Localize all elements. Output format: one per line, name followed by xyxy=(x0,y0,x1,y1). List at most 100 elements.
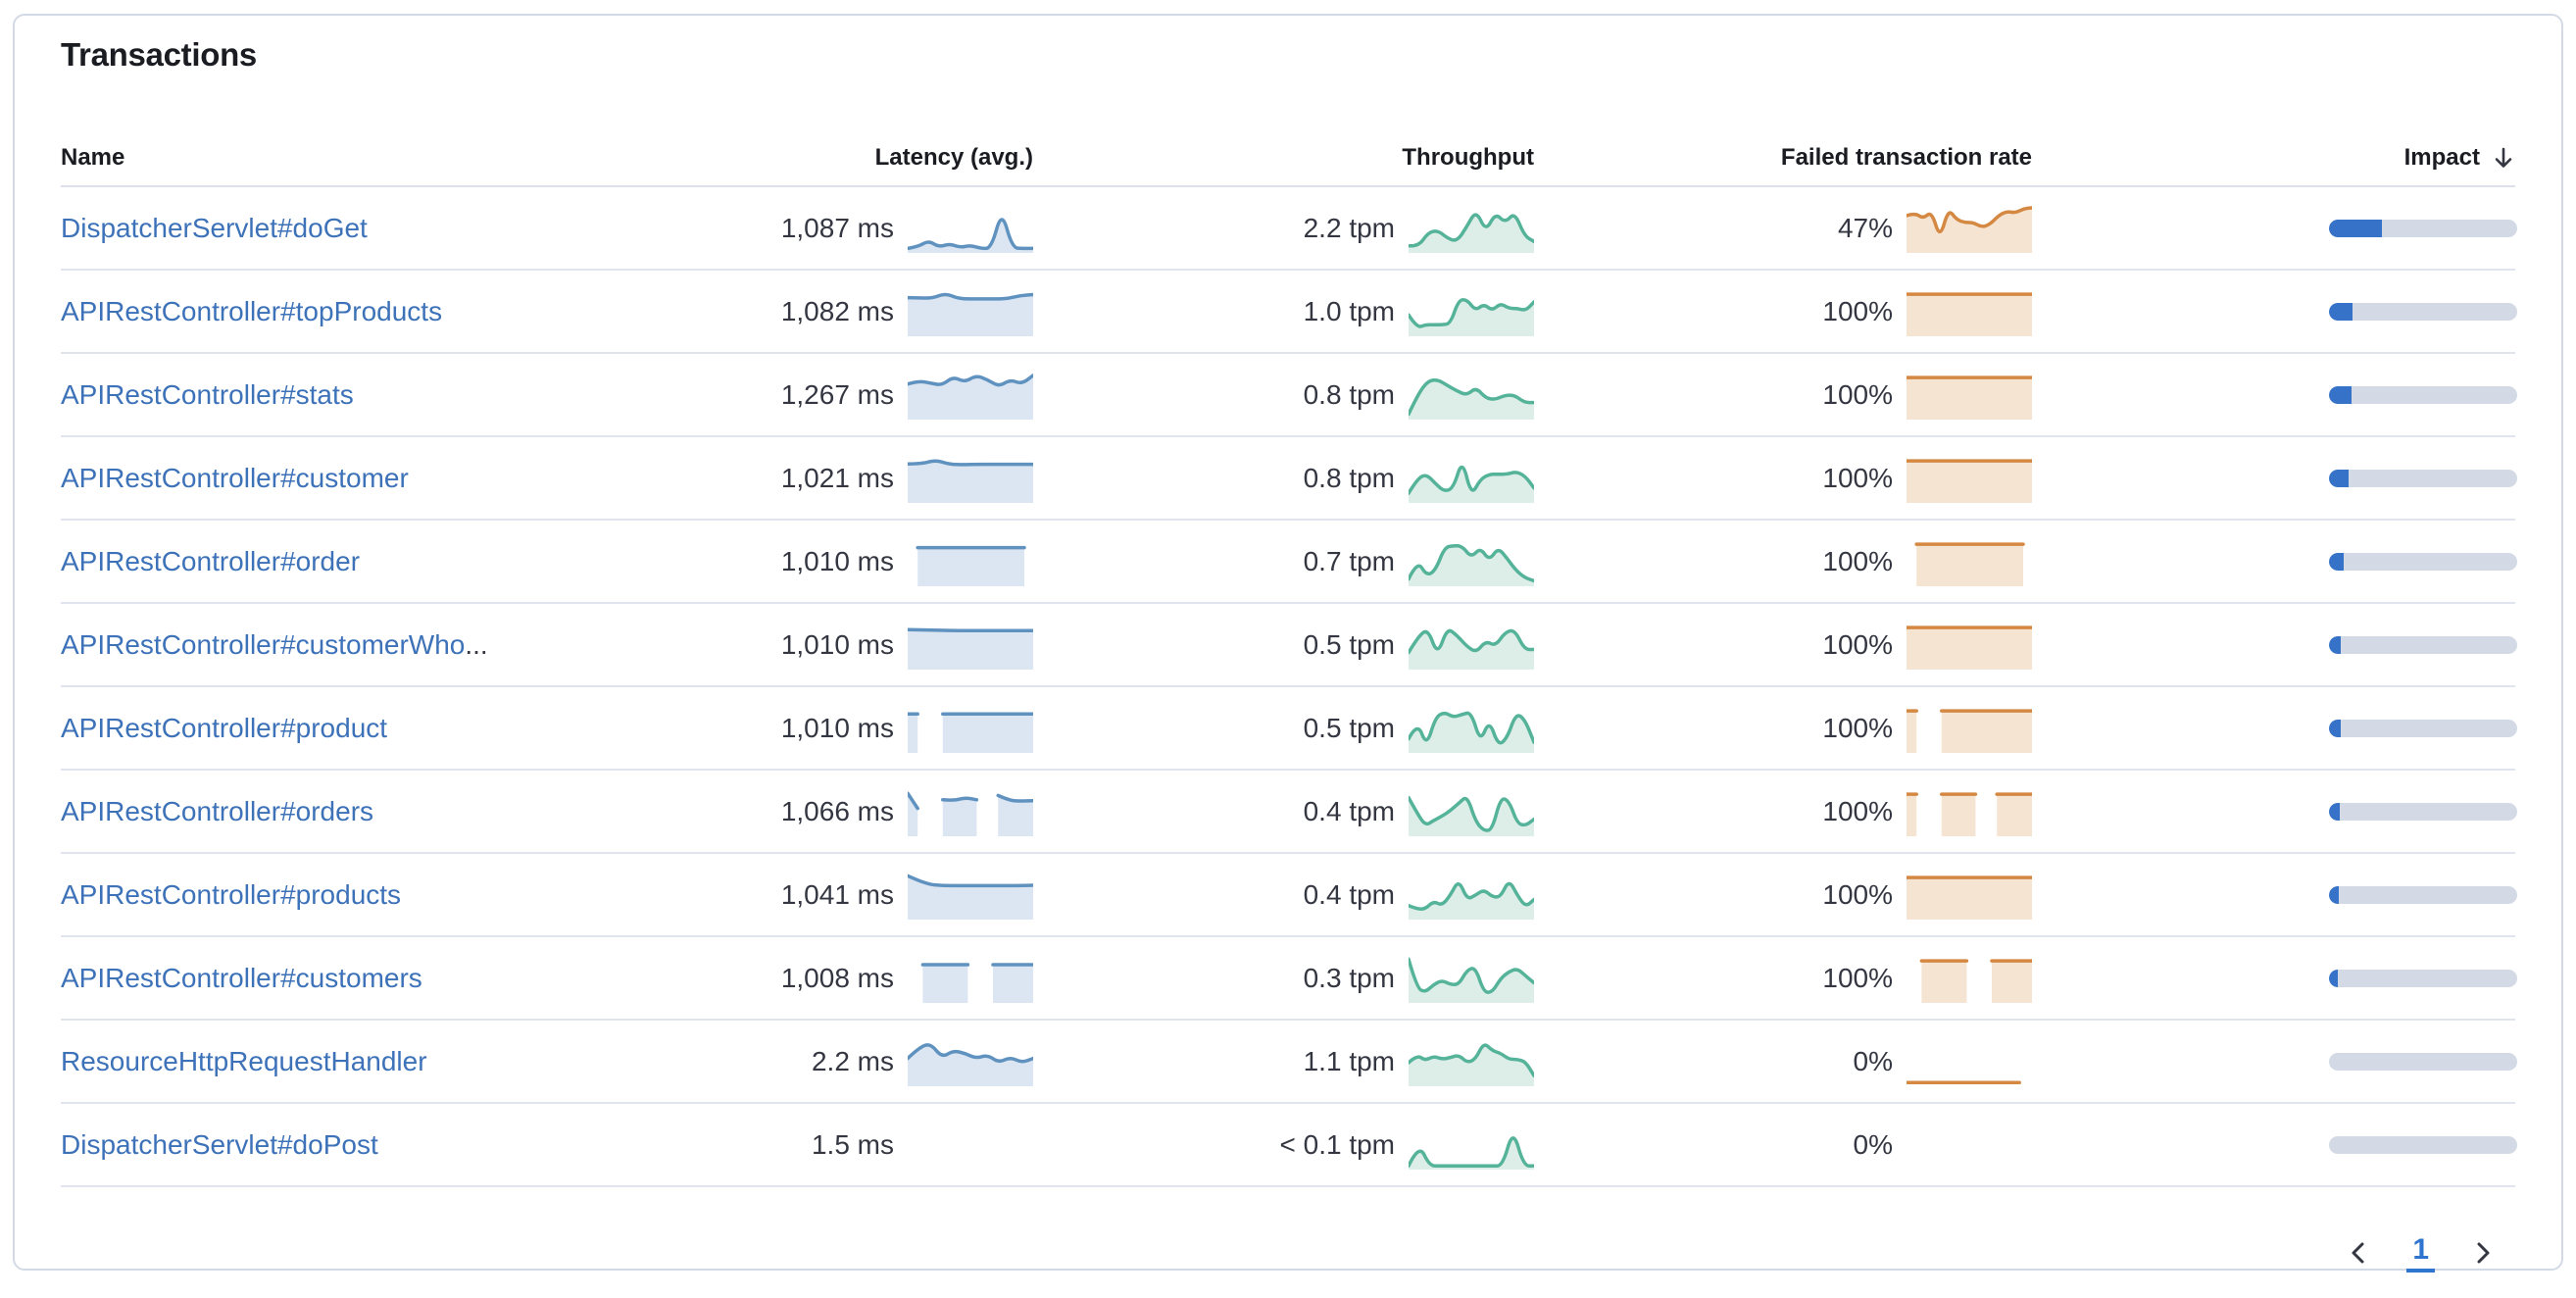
throughput-cell: 1.1 tpm xyxy=(1033,1036,1534,1087)
transaction-name-link[interactable]: ResourceHttpRequestHandler xyxy=(61,1045,427,1076)
failed-rate-cell: 47% xyxy=(1534,203,2032,254)
table-row: APIRestController#customer 1,021 ms 0.8 … xyxy=(61,437,2517,521)
latency-sparkline xyxy=(908,790,1033,836)
throughput-sparkline xyxy=(1409,543,1534,586)
impact-bar-track xyxy=(2329,302,2517,321)
throughput-value: 2.2 tpm xyxy=(1303,212,1395,243)
latency-value: 2.2 ms xyxy=(811,1045,894,1076)
throughput-value: 0.5 tpm xyxy=(1303,628,1395,660)
throughput-sparkline xyxy=(1409,297,1534,336)
failed-rate-cell: 100% xyxy=(1534,953,2032,1004)
impact-bar-fill xyxy=(2329,719,2341,737)
transaction-name-link[interactable]: APIRestController#stats xyxy=(61,378,354,410)
impact-bar-fill xyxy=(2329,802,2340,821)
transaction-name-cell: APIRestController#stats xyxy=(61,379,694,411)
latency-cell: 1,010 ms xyxy=(694,620,1033,671)
next-page-button[interactable] xyxy=(2468,1238,2498,1268)
throughput-value: 0.3 tpm xyxy=(1303,962,1395,993)
table-row: ResourceHttpRequestHandler 2.2 ms 1.1 tp… xyxy=(61,1021,2517,1104)
column-header-impact[interactable]: Impact xyxy=(2032,144,2517,172)
transaction-name-link[interactable]: APIRestController#product xyxy=(61,712,388,743)
transaction-name-cell: APIRestController#customer xyxy=(61,463,694,494)
throughput-cell: 0.4 tpm xyxy=(1033,870,1534,921)
column-header-latency[interactable]: Latency (avg.) xyxy=(874,144,1033,171)
table-row: APIRestController#customerWho... 1,010 m… xyxy=(61,604,2517,687)
throughput-cell: 2.2 tpm xyxy=(1033,203,1534,254)
transaction-name-cell: APIRestController#customers xyxy=(61,963,694,994)
failed-rate-cell: 0% xyxy=(1534,1120,2032,1171)
impact-bar-track xyxy=(2329,719,2517,737)
throughput-value: < 0.1 tpm xyxy=(1279,1128,1395,1160)
table-row: APIRestController#products 1,041 ms 0.4 … xyxy=(61,854,2517,937)
transaction-name-link[interactable]: APIRestController#topProducts xyxy=(61,295,443,326)
latency-sparkline xyxy=(908,292,1033,336)
throughput-value: 0.5 tpm xyxy=(1303,712,1395,743)
failed-rate-value: 100% xyxy=(1822,878,1893,910)
transaction-name-cell: APIRestController#orders xyxy=(61,796,694,827)
transaction-name-link[interactable]: DispatcherServlet#doGet xyxy=(61,212,368,243)
transaction-name-link[interactable]: APIRestController#order xyxy=(61,545,361,576)
impact-bar-fill xyxy=(2329,385,2353,404)
latency-cell: 2.2 ms xyxy=(694,1036,1033,1087)
failed-rate-sparkline xyxy=(1907,458,2032,503)
latency-cell: 1,010 ms xyxy=(694,703,1033,754)
transaction-name-cell: ResourceHttpRequestHandler xyxy=(61,1046,694,1077)
impact-cell xyxy=(2032,302,2517,321)
transaction-name-link[interactable]: APIRestController#products xyxy=(61,878,402,910)
latency-value: 1,267 ms xyxy=(780,378,894,410)
impact-bar-track xyxy=(2329,219,2517,237)
column-header-failed-rate[interactable]: Failed transaction rate xyxy=(1780,144,2032,171)
throughput-cell: 0.8 tpm xyxy=(1033,370,1534,421)
latency-sparkline xyxy=(908,459,1033,503)
failed-rate-sparkline xyxy=(1907,791,2032,836)
failed-rate-sparkline xyxy=(1907,624,2032,670)
transaction-name-link[interactable]: APIRestController#customerWho xyxy=(61,628,466,660)
previous-page-button[interactable] xyxy=(2344,1238,2373,1268)
latency-value: 1,066 ms xyxy=(780,795,894,826)
current-page-number: 1 xyxy=(2406,1233,2435,1273)
transaction-name-cell: APIRestController#product xyxy=(61,713,694,744)
page-1-button[interactable]: 1 xyxy=(2406,1233,2435,1273)
impact-cell xyxy=(2032,469,2517,487)
latency-sparkline xyxy=(908,874,1033,920)
impact-cell xyxy=(2032,802,2517,821)
latency-sparkline xyxy=(916,545,1026,586)
latency-sparkline xyxy=(920,962,1033,1003)
transaction-name-link[interactable]: APIRestController#customer xyxy=(61,462,409,493)
throughput-cell: 0.8 tpm xyxy=(1033,453,1534,504)
throughput-value: 0.7 tpm xyxy=(1303,545,1395,576)
latency-value: 1,021 ms xyxy=(780,462,894,493)
failed-rate-sparkline xyxy=(1907,205,2032,253)
impact-cell xyxy=(2032,1052,2517,1071)
column-header-throughput[interactable]: Throughput xyxy=(1402,144,1534,171)
latency-value: 1,082 ms xyxy=(780,295,894,326)
throughput-value: 0.4 tpm xyxy=(1303,795,1395,826)
transactions-panel: Transactions Name Latency (avg.) Through… xyxy=(13,14,2563,1273)
impact-bar-track xyxy=(2329,1135,2517,1154)
failed-rate-sparkline xyxy=(1907,708,2032,753)
latency-cell: 1.5 ms xyxy=(694,1120,1033,1171)
failed-rate-value: 100% xyxy=(1822,712,1893,743)
transaction-name-link[interactable]: DispatcherServlet#doPost xyxy=(61,1128,378,1160)
throughput-sparkline xyxy=(1409,377,1534,420)
throughput-cell: 0.3 tpm xyxy=(1033,953,1534,1004)
impact-bar-track xyxy=(2329,469,2517,487)
transaction-name-link[interactable]: APIRestController#customers xyxy=(61,962,422,993)
impact-cell xyxy=(2032,719,2517,737)
chevron-left-icon xyxy=(2352,1242,2364,1264)
latency-cell: 1,066 ms xyxy=(694,786,1033,837)
transaction-name-link[interactable]: APIRestController#orders xyxy=(61,795,374,826)
impact-bar-fill xyxy=(2329,469,2350,487)
pagination: 1 xyxy=(61,1225,2515,1280)
table-row: APIRestController#topProducts 1,082 ms 1… xyxy=(61,271,2517,354)
failed-rate-cell: 100% xyxy=(1534,620,2032,671)
impact-cell xyxy=(2032,635,2517,654)
table-header-row: Name Latency (avg.) Throughput Failed tr… xyxy=(61,130,2515,187)
throughput-value: 0.8 tpm xyxy=(1303,378,1395,410)
failed-rate-cell: 100% xyxy=(1534,453,2032,504)
column-header-name[interactable]: Name xyxy=(61,144,125,171)
latency-sparkline xyxy=(908,1120,1033,1171)
failed-rate-sparkline xyxy=(1907,291,2032,336)
failed-rate-sparkline xyxy=(1907,874,2032,920)
transaction-name-cell: APIRestController#order xyxy=(61,546,694,577)
